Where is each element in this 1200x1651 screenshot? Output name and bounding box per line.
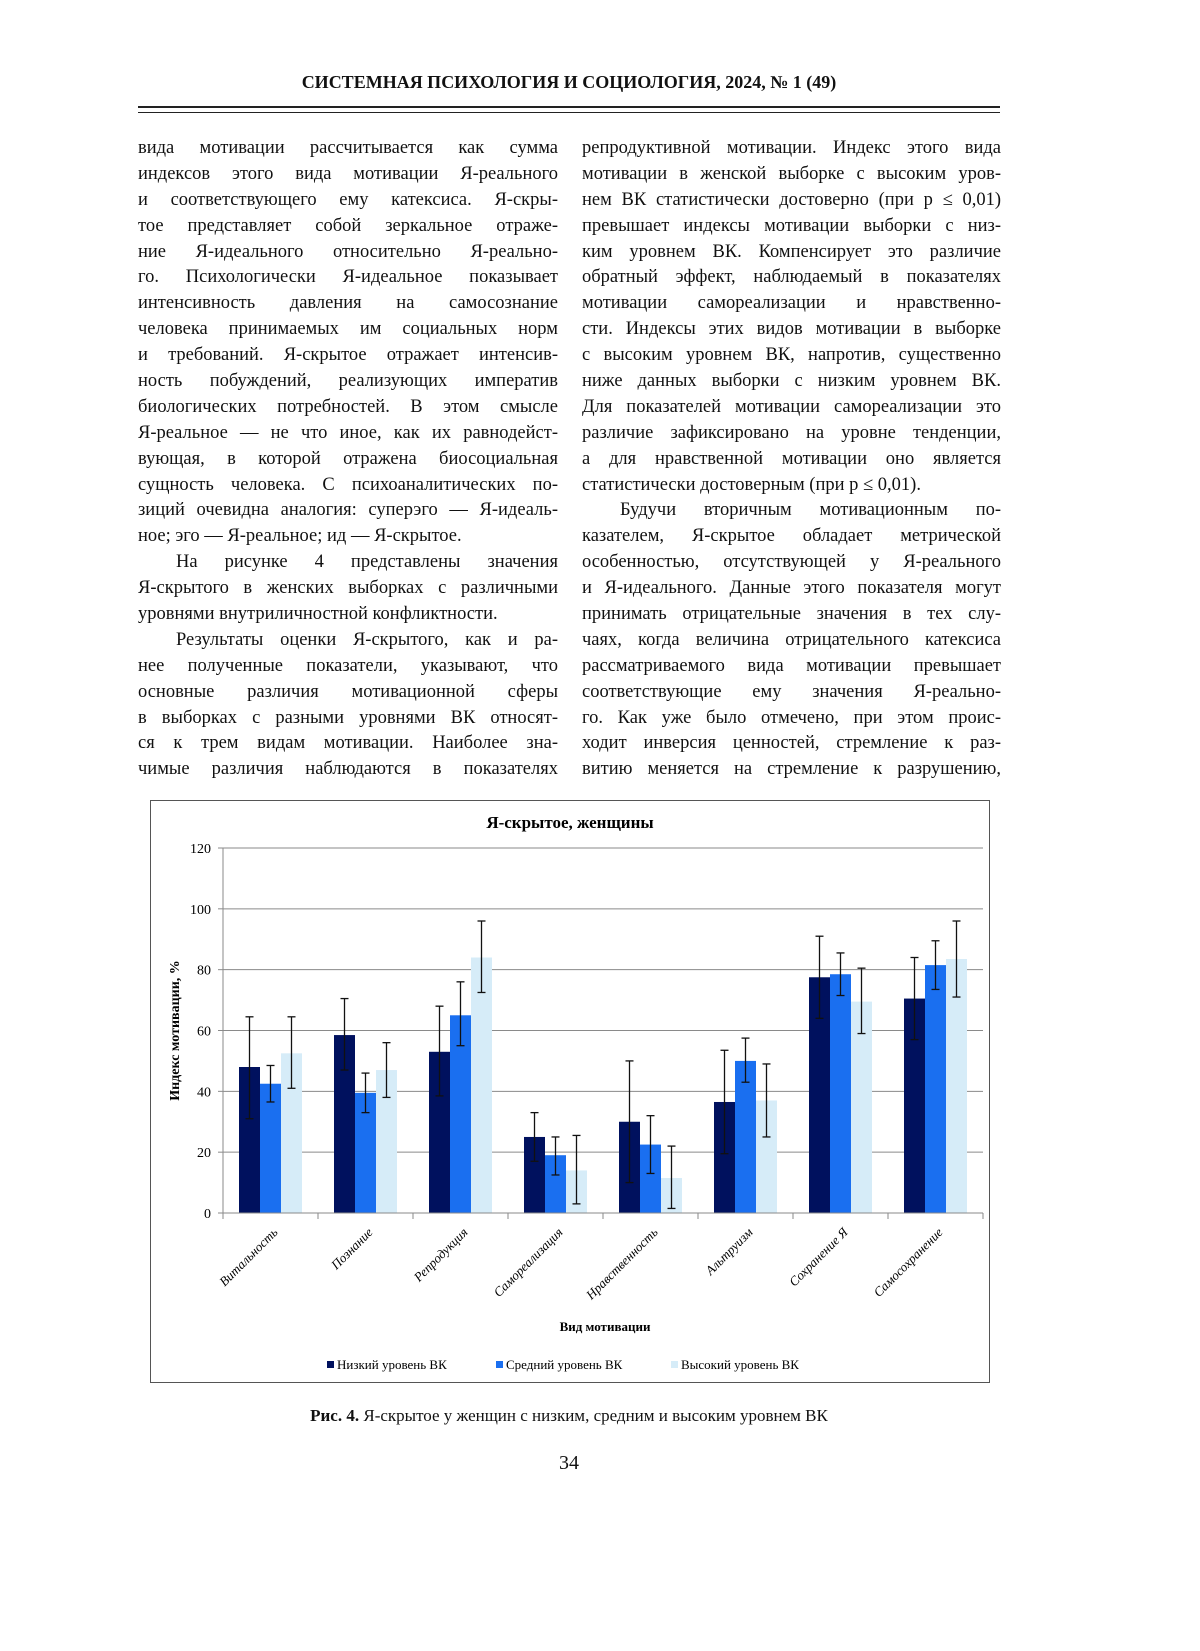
x-tick-label: Витальность [216, 1224, 280, 1288]
text-line: мотивации самореализации и нравственно- [582, 291, 1001, 317]
figure-4-chart: Я-скрытое, женщины 0 20 40 60 80 100 120 Индекс … [150, 800, 990, 1383]
text-line: мотивации в женской выборке с высоким ур… [582, 162, 1001, 188]
y-tick-label: 100 [190, 903, 211, 918]
text-line: тое представляет собой зеркальное отраже… [138, 214, 558, 240]
bar [260, 1084, 281, 1213]
text-line: Я-скрытого в женских выборках с различны… [138, 576, 558, 602]
x-tick-label: Самореализация [490, 1225, 565, 1300]
text-line: и требований. Я-скрытое отражает интенси… [138, 343, 558, 369]
text-line: сущность человека. С психоаналитических … [138, 473, 558, 499]
x-tick-label: Познание [327, 1224, 376, 1273]
y-tick-label: 60 [197, 1025, 211, 1040]
figure-caption-text: Я-скрытое у женщин с низким, средним и в… [359, 1406, 828, 1425]
text-line: интенсивность давления на самосознание [138, 291, 558, 317]
legend-swatch [327, 1361, 334, 1368]
right-text-column: репродуктивной мотивации. Индекс этого в… [582, 136, 1001, 783]
y-tick-label: 20 [197, 1146, 211, 1161]
text-line: сти. Индексы этих видов мотивации в выбо… [582, 317, 1001, 343]
x-tick-label: Сохранение Я [786, 1223, 852, 1289]
text-line: и Я-идеального. Данные этого показателя … [582, 576, 1001, 602]
bar [925, 965, 946, 1213]
legend-label: Низкий уровень ВК [337, 1357, 447, 1372]
x-tick-label: Самосохранение [870, 1224, 945, 1299]
text-line: рассматриваемого вида мотивации превышае… [582, 654, 1001, 680]
header-rule-thin [138, 112, 1000, 113]
left-text-column: вида мотивации рассчитывается как суммаи… [138, 136, 558, 783]
bar [471, 958, 492, 1214]
figure-caption-label: Рис. 4. [310, 1406, 359, 1425]
text-line: особенностью, отсутствующей у Я-реальног… [582, 550, 1001, 576]
bar-chart: Я-скрытое, женщины 0 20 40 60 80 100 120 Индекс … [151, 801, 989, 1382]
text-line: нем ВК статистически достоверно (при p ≤… [582, 188, 1001, 214]
text-line: Для показателей мотивации самореализации… [582, 395, 1001, 421]
figure-caption: Рис. 4. Я-скрытое у женщин с низким, сре… [138, 1406, 1000, 1426]
text-line: На рисунке 4 представлены значения [138, 550, 558, 576]
text-line: репродуктивной мотивации. Индекс этого в… [582, 136, 1001, 162]
y-tick-label: 0 [204, 1207, 211, 1222]
text-line: ние Я-идеального относительно Я-реально- [138, 240, 558, 266]
x-tick-label: Нравственность [582, 1224, 660, 1302]
journal-header: СИСТЕМНАЯ ПСИХОЛОГИЯ И СОЦИОЛОГИЯ, 2024,… [138, 72, 1000, 93]
text-line: биологических потребностей. В этом смысл… [138, 395, 558, 421]
text-line: ким уровнем ВК. Компенсирует это различи… [582, 240, 1001, 266]
text-line: основные различия мотивационной сферы [138, 680, 558, 706]
text-line: ное; эго — Я-реальное; ид — Я-скрытое. [138, 524, 558, 550]
y-axis-label: Индекс мотивации, % [168, 960, 183, 1101]
text-line: превышает индексы мотивации выборки с ни… [582, 214, 1001, 240]
legend-label: Высокий уровень ВК [681, 1357, 799, 1372]
x-tick-label: Репродукция [410, 1225, 471, 1286]
y-tick-label: 40 [197, 1085, 211, 1100]
header-rule [138, 106, 1000, 108]
x-axis-label: Вид мотивации [560, 1319, 651, 1334]
text-line: Результаты оценки Я-скрытого, как и ра- [138, 628, 558, 654]
bar [735, 1061, 756, 1213]
text-line: зиций очевидна аналогия: суперэго — Я-ид… [138, 498, 558, 524]
legend-swatch [496, 1361, 503, 1368]
text-line: чаях, когда величина отрицательного кате… [582, 628, 1001, 654]
text-line: чимые различия наблюдаются в показателях [138, 757, 558, 783]
text-line: человека принимаемых им социальных норм [138, 317, 558, 343]
page-number: 34 [138, 1452, 1000, 1475]
text-line: статистически достоверным (при p ≤ 0,01)… [582, 473, 1001, 499]
text-line: принимать отрицательные значения в тех с… [582, 602, 1001, 628]
text-line: уровнями внутриличностной конфликтности. [138, 602, 558, 628]
text-line: вида мотивации рассчитывается как сумма [138, 136, 558, 162]
text-line: ходит инверсия ценностей, стремление к р… [582, 731, 1001, 757]
text-line: го. Психологически Я-идеальное показывае… [138, 265, 558, 291]
text-line: и соответствующего ему катексиса. Я-скры… [138, 188, 558, 214]
text-line: витию меняется на стремление к разрушени… [582, 757, 1001, 783]
text-line: ность побуждений, реализующих императив [138, 369, 558, 395]
text-line: а для нравственной мотивации оно являетс… [582, 447, 1001, 473]
text-line: с высоким уровнем ВК, напротив, существе… [582, 343, 1001, 369]
text-line: казателем, Я-скрытое обладает метрическо… [582, 524, 1001, 550]
bar [830, 974, 851, 1213]
text-line: ниже данных выборки с низким уровнем ВК. [582, 369, 1001, 395]
text-line: ся к трем видам мотивации. Наиболее зна- [138, 731, 558, 757]
x-tick-label: Альтруизм [702, 1225, 756, 1279]
y-tick-label: 120 [190, 842, 211, 857]
text-line: вующая, в которой отражена биосоциальная [138, 447, 558, 473]
text-line: в выборках с разными уровнями ВК относят… [138, 706, 558, 732]
text-line: Я-реальное — не что иное, как их равноде… [138, 421, 558, 447]
text-line: обратный эффект, наблюдаемый в показател… [582, 265, 1001, 291]
y-tick-label: 80 [197, 964, 211, 979]
text-line: различие зафиксировано на уровне тенденц… [582, 421, 1001, 447]
text-line: соответствующие ему значения Я-реально- [582, 680, 1001, 706]
text-line: индексов этого вида мотивации Я-реальног… [138, 162, 558, 188]
text-line: го. Как уже было отмечено, при этом прои… [582, 706, 1001, 732]
text-line: Будучи вторичным мотивационным по- [582, 498, 1001, 524]
text-line: нее полученные показатели, указывают, чт… [138, 654, 558, 680]
legend-swatch [671, 1361, 678, 1368]
chart-title: Я-скрытое, женщины [486, 813, 653, 832]
legend-label: Средний уровень ВК [506, 1357, 623, 1372]
